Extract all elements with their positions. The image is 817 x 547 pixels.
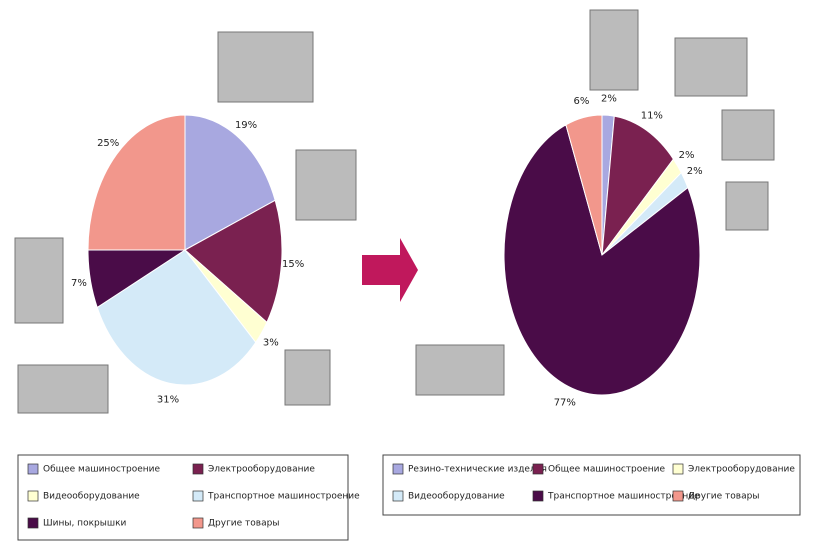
legend-swatch [193, 464, 203, 474]
legend-swatch [673, 491, 683, 501]
legend-label: Шины, покрышки [43, 519, 127, 529]
data-label: 2% [687, 166, 703, 177]
legend-swatch [193, 518, 203, 528]
tires-image [590, 10, 638, 90]
data-label: 7% [71, 278, 87, 289]
tv-image [726, 182, 768, 230]
legend-swatch [393, 464, 403, 474]
legend-label: Другие товары [208, 519, 279, 529]
tires-image [15, 238, 63, 323]
legend-swatch [28, 518, 38, 528]
legend-label: Электрооборудование [208, 465, 315, 475]
tv-image [285, 350, 330, 405]
legend-label: Видеооборудование [408, 492, 505, 502]
legend-label: Видеооборудование [43, 492, 140, 502]
legend-label: Транспортное машиностроение [207, 492, 360, 502]
chart: 19% 15% 3% 31% 7% 25% Общее машиностроение Элек… [0, 0, 817, 543]
legend-label: Общее машиностроение [43, 465, 161, 475]
machine-image [675, 38, 747, 96]
car-image [18, 365, 108, 413]
data-label: 15% [282, 259, 304, 270]
data-label: 2% [601, 94, 617, 105]
data-label: 77% [554, 398, 576, 409]
legend-swatch [533, 491, 543, 501]
legend-swatch [28, 464, 38, 474]
data-label: 25% [97, 138, 119, 149]
car-image [416, 345, 504, 395]
legend-swatch [673, 464, 683, 474]
legend-swatch [28, 491, 38, 501]
data-label: 3% [263, 338, 279, 349]
data-label: 2% [679, 150, 695, 161]
data-label: 11% [641, 110, 663, 121]
legend-label: Электрооборудование [688, 465, 795, 475]
legend-label: Резино-технические изделия [408, 465, 547, 475]
legend-label: Другие товары [688, 492, 759, 502]
audio-image [296, 150, 356, 220]
audio-image [722, 110, 774, 160]
data-label: 6% [573, 96, 589, 107]
data-label: 31% [157, 394, 179, 405]
data-label: 19% [235, 120, 257, 131]
legend-label: Общее машиностроение [548, 465, 666, 475]
legend-swatch [193, 491, 203, 501]
legend-swatch [533, 464, 543, 474]
legend-swatch [393, 491, 403, 501]
machine-image [218, 32, 313, 102]
